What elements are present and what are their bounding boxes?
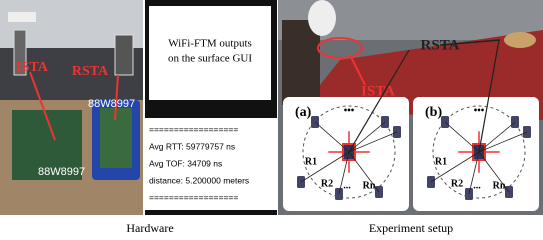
caption: Experiment setup — [369, 221, 453, 235]
label: RSTA — [421, 37, 460, 53]
label: RSTA — [72, 64, 109, 79]
diagram-label: R2 — [451, 178, 463, 189]
diagram-label: ••• — [474, 105, 485, 116]
gui-line: ================== — [149, 124, 238, 134]
diagram-label: R1 — [435, 156, 447, 167]
gui-title: on the surface GUI — [168, 53, 252, 65]
diagram-tag: (b) — [425, 105, 442, 120]
reflector — [308, 0, 336, 36]
gui-line: Avg TOF: 34709 ns — [149, 158, 222, 168]
tripod — [115, 35, 133, 75]
diagram-label: ... — [473, 180, 481, 191]
diagram-label: ••• — [344, 105, 355, 116]
gui-line: distance: 5.200000 meters — [149, 175, 249, 185]
device — [504, 32, 536, 48]
diagram-label: Rn — [363, 180, 376, 191]
caption: Hardware — [126, 221, 173, 235]
diagram-label: Rn — [493, 180, 506, 191]
diagram-label: R2 — [321, 178, 333, 189]
diagram-tag: (a) — [295, 105, 312, 120]
diagram-label: R1 — [305, 156, 317, 167]
diagram-label: ... — [343, 180, 351, 191]
car — [8, 12, 36, 22]
label: 88W8997 — [88, 98, 135, 110]
label: ISTA — [16, 60, 49, 75]
gui-title: WiFi-FTM outputs — [168, 38, 252, 50]
label: 88W8997 — [38, 166, 85, 178]
figure: ISTA RSTA 88W8997 88W8997 WiFi-FTM outpu… — [0, 0, 543, 240]
gui-line: ================== — [149, 192, 238, 202]
gui-line: Avg RTT: 59779757 ns — [149, 141, 235, 151]
